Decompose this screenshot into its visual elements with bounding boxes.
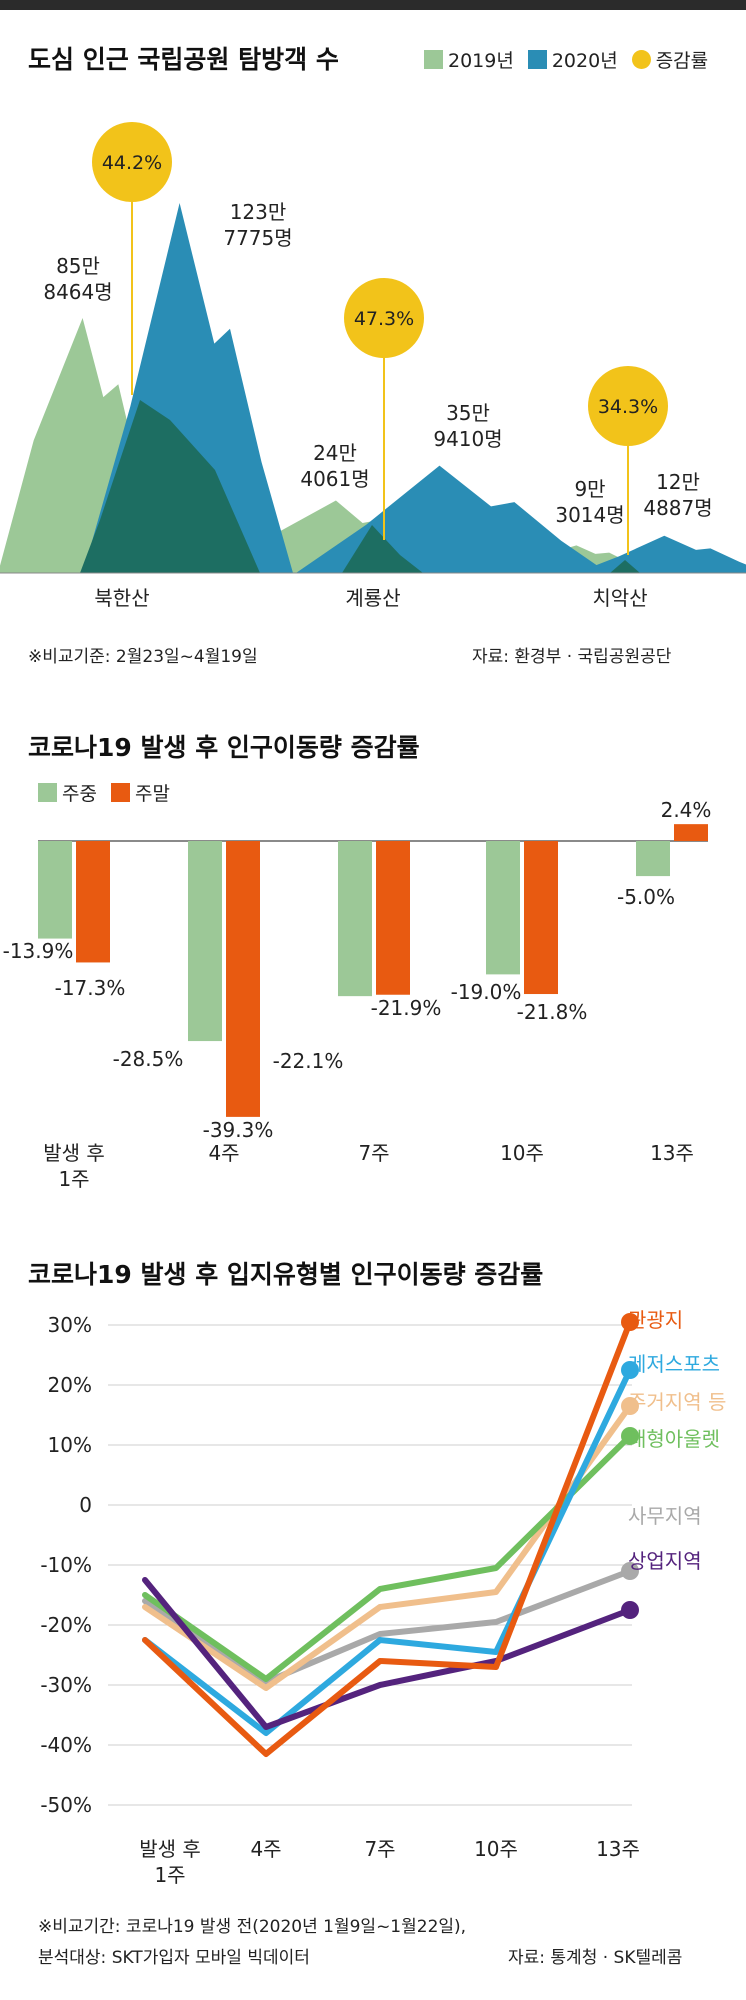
bar-value-label-weekend-1: -39.3%	[203, 1118, 274, 1142]
chart2-legend: 주중 주말	[38, 779, 170, 806]
value-label-2019-0: 85만 8464명	[43, 254, 112, 304]
legend-item-2020: 2020년	[527, 46, 618, 73]
bar-value-label-weekday-1: -28.5%	[113, 1047, 184, 1071]
line-series-5	[142, 1577, 633, 1730]
line-endpoint-4	[621, 1562, 639, 1580]
line-category-label-3: 10주	[474, 1837, 518, 1861]
line-endpoint-5	[621, 1601, 639, 1619]
line-endpoint-0	[621, 1313, 639, 1331]
change-label-0: 44.2%	[102, 152, 162, 174]
line-category-label-2: 7주	[364, 1837, 395, 1861]
chart2-bar-chart: 발생 후 1주 4주 7주 10주 13주 -13.9% -28.5% -22.1% -19.0%…	[3, 800, 712, 1191]
category-label-2: 치악산	[592, 586, 647, 610]
bar-weekend-2	[376, 841, 410, 995]
change-circle-2	[588, 366, 668, 446]
y-tick-label-6: -30%	[40, 1673, 92, 1697]
bar-value-label-weekday-2: -22.1%	[273, 1049, 344, 1073]
line-series-2	[142, 1403, 633, 1691]
line-series-label-1: 레저스포츠	[628, 1352, 720, 1376]
bar-weekend-3	[524, 841, 558, 995]
bar-weekend-0	[76, 841, 110, 963]
bar-value-label-weekend-4: 2.4%	[661, 800, 712, 822]
mountain-overlap-2	[610, 560, 640, 573]
bar-category-label-1: 4주	[208, 1141, 239, 1165]
bar-category-label-0: 발생 후 1주	[43, 1141, 105, 1191]
bar-category-label-4: 13주	[650, 1141, 694, 1165]
bar-weekday-2	[338, 841, 372, 997]
line-endpoint-3	[621, 1427, 639, 1445]
y-tick-label-4: -10%	[40, 1553, 92, 1577]
top-bar	[0, 0, 746, 10]
line-series-label-0: 관광지	[628, 1308, 683, 1332]
chart2-title: 코로나19 발생 후 인구이동량 증감률	[28, 733, 420, 762]
category-label-0: 북한산	[94, 586, 149, 610]
line-series-3	[142, 1433, 633, 1682]
line-category-label-0: 발생 후 1주	[139, 1837, 201, 1887]
y-tick-label-7: -40%	[40, 1733, 92, 1757]
chart3-footnote-2: 분석대상: SKT가입자 모바일 빅데이터	[38, 1948, 310, 1968]
line-series-4	[142, 1568, 633, 1685]
legend-item-weekday: 주중	[38, 779, 97, 806]
bar-weekday-0	[38, 841, 72, 939]
category-label-1: 계룡산	[345, 586, 400, 610]
line-series-label-3: 대형아울렛	[628, 1427, 720, 1451]
bar-weekend-1	[226, 841, 260, 1117]
y-tick-label-3: 0	[79, 1493, 92, 1517]
line-series-label-5: 상업지역	[628, 1549, 702, 1573]
chart1-legend: 2019년 2020년 증감률	[424, 46, 708, 73]
line-category-label-1: 4주	[250, 1837, 281, 1861]
line-series-label-2: 주거지역 등	[628, 1390, 726, 1414]
bar-value-label-weekend-0: -17.3%	[55, 976, 126, 1000]
line-series-0	[142, 1319, 633, 1757]
line-series-1	[142, 1367, 633, 1736]
value-label-2020-2: 12만 4887명	[643, 470, 712, 520]
value-label-2020-0: 123만 7775명	[223, 200, 292, 250]
bar-weekday-4	[636, 841, 670, 877]
change-label-2: 34.3%	[598, 396, 658, 418]
bar-category-label-3: 10주	[500, 1141, 544, 1165]
bar-value-label-weekend-3: -21.8%	[517, 1000, 588, 1024]
bar-weekday-3	[486, 841, 520, 975]
line-endpoint-1	[621, 1361, 639, 1379]
legend-item-2019: 2019년	[424, 46, 514, 73]
line-endpoint-2	[621, 1397, 639, 1415]
y-tick-label-2: 10%	[48, 1433, 92, 1457]
change-circle-1	[344, 278, 424, 358]
chart3-source: 자료: 통계청 · SK텔레콤	[508, 1948, 683, 1968]
value-label-2020-1: 35만 9410명	[433, 401, 502, 451]
chart3-footnote-1: ※비교기간: 코로나19 발생 전(2020년 1월9일~1월22일),	[38, 1917, 467, 1937]
chart1-mountain-area: 44.2% 47.3% 34.3% 85만 8464명 24만 4061명 9만 3014명 12…	[0, 122, 746, 610]
mountain-overlap-0	[80, 400, 260, 573]
bar-weekend-4	[674, 824, 708, 841]
legend-item-weekend: 주말	[110, 779, 170, 806]
chart3-line-chart: 30% 20% 10% 0 -10% -20% -30% -40% -50% 발생 후 1주 4주 7주…	[40, 1308, 726, 1887]
bar-value-label-weekday-3: -19.0%	[451, 980, 522, 1004]
chart1-source: 자료: 환경부 · 국립공원공단	[472, 647, 672, 667]
value-label-2019-2: 9만 3014명	[555, 477, 624, 527]
mountain-overlap-1	[342, 525, 423, 573]
mountain-2020-2	[576, 535, 746, 573]
y-tick-label-1: 20%	[48, 1373, 92, 1397]
chart1-title: 도심 인근 국립공원 탐방객 수	[28, 45, 339, 74]
chart3-title: 코로나19 발생 후 입지유형별 인구이동량 증감률	[28, 1260, 544, 1289]
bar-value-label-weekend-2: -21.9%	[371, 996, 442, 1020]
chart1-footnote: ※비교기준: 2월23일~4월19일	[28, 647, 258, 667]
change-circle-0	[92, 122, 172, 202]
y-tick-label-8: -50%	[40, 1793, 92, 1817]
bar-weekday-1	[188, 841, 222, 1042]
bar-value-label-weekday-4: -5.0%	[617, 885, 675, 909]
legend-item-change: 증감률	[631, 46, 708, 73]
y-tick-label-5: -20%	[40, 1613, 92, 1637]
value-label-2019-1: 24만 4061명	[300, 441, 369, 491]
change-label-1: 47.3%	[354, 308, 414, 330]
y-tick-label-0: 30%	[48, 1313, 92, 1337]
line-category-label-4: 13주	[596, 1837, 640, 1861]
bar-category-label-2: 7주	[358, 1141, 389, 1165]
line-series-label-4: 사무지역	[628, 1504, 702, 1528]
bar-value-label-weekday-0: -13.9%	[3, 939, 74, 963]
